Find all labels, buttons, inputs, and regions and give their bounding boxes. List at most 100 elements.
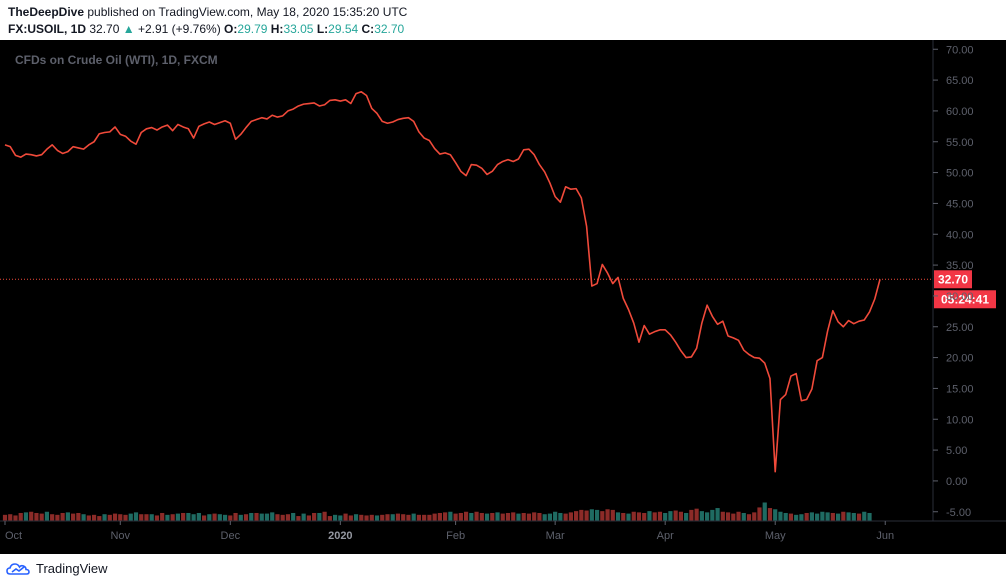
x-tick-label: Apr bbox=[657, 530, 674, 542]
volume-bar bbox=[505, 512, 511, 521]
x-tick-label: Feb bbox=[446, 530, 465, 542]
volume-bar bbox=[684, 512, 689, 521]
countdown-label-bg bbox=[934, 290, 996, 309]
y-tick-label: 45.00 bbox=[946, 198, 974, 210]
volume-bar bbox=[856, 513, 862, 521]
volume-bar bbox=[327, 516, 332, 521]
price-axis[interactable]: 70.00 65.00 60.00 55.00 50.00 45.00 40.00 35.00… bbox=[933, 44, 974, 519]
volume-bar bbox=[107, 514, 112, 521]
volume-bar bbox=[112, 513, 118, 521]
volume-bar bbox=[406, 514, 411, 521]
last-price: 32.70 bbox=[89, 22, 120, 36]
volume-bar bbox=[118, 514, 123, 521]
volume-bar bbox=[830, 512, 835, 521]
volume-bar bbox=[364, 515, 369, 521]
volume-bar bbox=[186, 512, 191, 521]
volume-bar bbox=[757, 507, 762, 521]
volume-bar bbox=[799, 514, 804, 521]
volume-bar bbox=[202, 515, 207, 521]
x-tick-label: Nov bbox=[110, 530, 130, 542]
volume-bar bbox=[128, 513, 133, 521]
ohlc-line: FX:USOIL, 1D 32.70 ▲ +2.91 (+9.76%) O:29… bbox=[8, 22, 404, 36]
volume-bar bbox=[243, 514, 249, 521]
volume-bar bbox=[762, 502, 767, 521]
tradingview-footer[interactable]: TradingView bbox=[6, 560, 108, 576]
published-text: published on TradingView.com, May 18, 20… bbox=[87, 5, 408, 19]
current-price-label: 32.70 bbox=[938, 272, 968, 286]
volume-bar bbox=[532, 512, 537, 521]
y-tick-label: 50.00 bbox=[946, 168, 974, 180]
volume-bar bbox=[610, 509, 615, 521]
volume-bar bbox=[642, 512, 647, 521]
volume-bar bbox=[689, 509, 694, 521]
volume-bar bbox=[809, 512, 814, 521]
volume-bar bbox=[746, 514, 752, 521]
volume-bar bbox=[463, 511, 469, 521]
volume-bar bbox=[312, 512, 317, 521]
volume-bar bbox=[778, 511, 783, 521]
volume-bar bbox=[332, 514, 338, 521]
volume-bar bbox=[427, 514, 432, 521]
volume-bar bbox=[13, 515, 18, 521]
volume-bar bbox=[191, 514, 196, 521]
publisher-name[interactable]: TheDeepDive bbox=[8, 5, 85, 19]
volume-bar bbox=[374, 515, 380, 521]
volume-bar bbox=[705, 512, 710, 521]
volume-bar bbox=[794, 514, 799, 521]
volume-bar bbox=[165, 514, 170, 521]
volume-bar bbox=[238, 514, 243, 521]
volume-bar bbox=[212, 513, 217, 521]
volume-bar bbox=[139, 514, 144, 521]
volume-bar bbox=[432, 513, 437, 521]
volume-bar bbox=[123, 514, 128, 521]
price-chart[interactable]: 32.70 05:24:41 70.00 65.00 60.00 55.00 50.00 4… bbox=[0, 40, 1006, 554]
volume-bar bbox=[589, 509, 594, 521]
y-tick-label: -5.00 bbox=[946, 507, 971, 519]
volume-bar bbox=[474, 511, 479, 521]
volume-bar bbox=[553, 511, 558, 521]
volume-bar bbox=[867, 512, 872, 521]
volume-bar bbox=[820, 511, 825, 521]
volume-bar bbox=[647, 511, 652, 521]
y-tick-label: 40.00 bbox=[946, 229, 974, 241]
volume-bar bbox=[60, 512, 65, 521]
volume-bar bbox=[353, 514, 359, 521]
low-value: 29.54 bbox=[328, 22, 359, 36]
x-tick-label: Oct bbox=[5, 530, 22, 542]
volume-bar bbox=[479, 512, 484, 521]
volume-bar bbox=[254, 512, 259, 521]
volume-bar bbox=[91, 514, 97, 521]
volume-bar bbox=[102, 514, 107, 521]
volume-bar bbox=[600, 511, 605, 521]
volume-bar bbox=[725, 512, 731, 521]
price-line bbox=[4, 90, 881, 473]
x-tick-label: Jun bbox=[876, 530, 894, 542]
volume-bar bbox=[825, 512, 830, 521]
volume-bar bbox=[306, 515, 311, 521]
volume-bar bbox=[181, 512, 186, 521]
volume-bar bbox=[453, 513, 458, 521]
volume-bar bbox=[542, 514, 547, 521]
volume-bar bbox=[8, 514, 13, 521]
x-tick-label: 2020 bbox=[328, 530, 352, 542]
time-axis[interactable]: Oct Nov Dec 2020 Feb Mar Apr May Jun bbox=[4, 521, 894, 542]
volume-bar bbox=[699, 511, 704, 521]
volume-bar bbox=[568, 512, 573, 521]
high-value: 33.05 bbox=[283, 22, 314, 36]
volume-bar bbox=[846, 512, 851, 521]
open-value: 29.79 bbox=[237, 22, 268, 36]
volume-bar bbox=[443, 512, 448, 521]
volume-bar bbox=[490, 512, 495, 521]
volume-bar bbox=[626, 513, 631, 521]
publish-line: TheDeepDive published on TradingView.com… bbox=[8, 5, 407, 19]
y-tick-label: 0.00 bbox=[946, 476, 967, 488]
price-change: +2.91 (+9.76%) bbox=[137, 22, 221, 36]
up-arrow-icon: ▲ bbox=[122, 22, 135, 36]
volume-bar bbox=[144, 514, 149, 521]
volume-bar bbox=[29, 511, 34, 521]
volume-bar bbox=[615, 512, 621, 521]
volume-bar bbox=[18, 512, 23, 521]
y-tick-label: 65.00 bbox=[946, 75, 974, 87]
volume-bar bbox=[500, 513, 505, 521]
volume-bar bbox=[160, 512, 165, 521]
